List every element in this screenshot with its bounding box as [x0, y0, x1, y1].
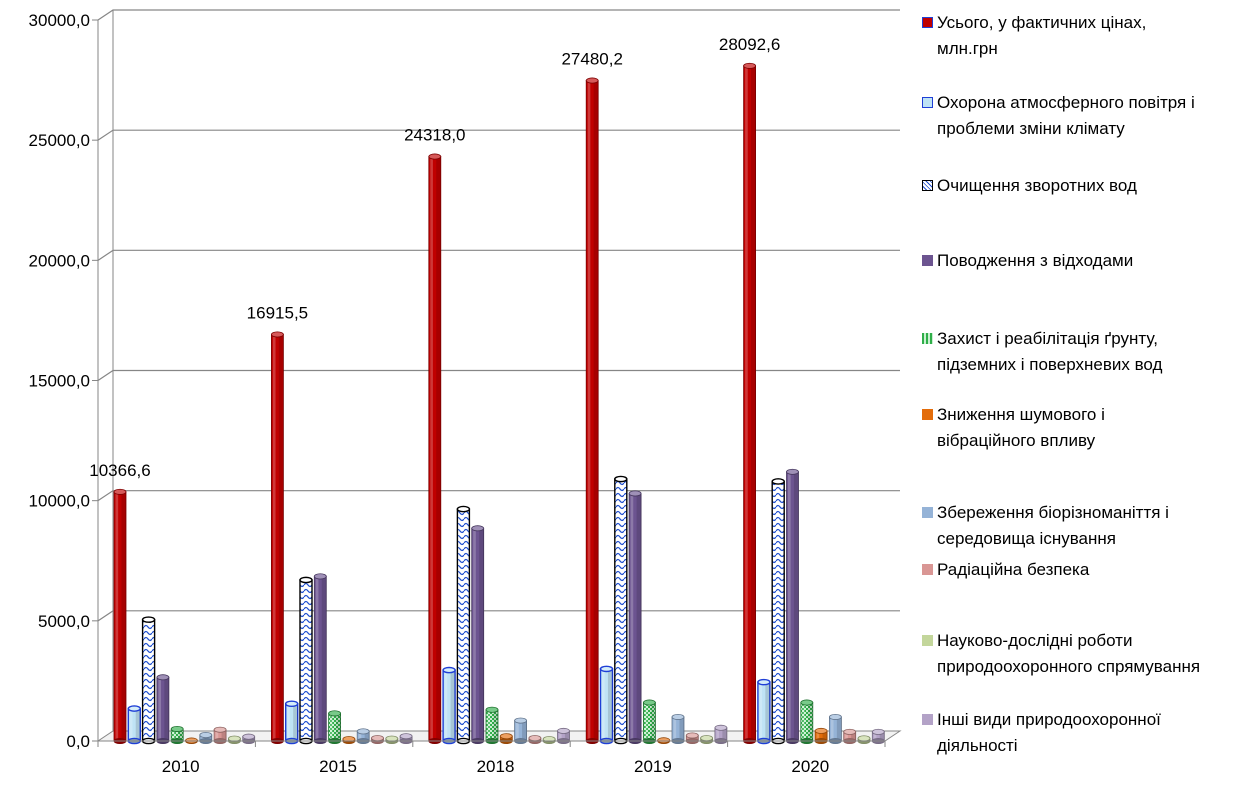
- legend-item: Радіаційна безпека: [922, 557, 1089, 583]
- legend-label: Поводження з відходами: [937, 248, 1133, 274]
- x-tick-label: 2020: [791, 757, 829, 776]
- bar: [829, 714, 841, 743]
- legend-item: Зниження шумового і вібраційного впливу: [922, 402, 1105, 454]
- gridline: [98, 10, 900, 20]
- data-label: 24318,0: [404, 126, 465, 145]
- y-tick-label: 20000,0: [29, 251, 90, 270]
- legend-swatch: [922, 564, 933, 575]
- gridline: [98, 250, 900, 260]
- legend-item: Науково-дослідні роботи природоохоронног…: [922, 628, 1200, 680]
- bar: [744, 63, 756, 743]
- bar: [787, 469, 799, 743]
- bar: [314, 574, 326, 744]
- bar: [300, 577, 312, 743]
- legend-swatch: [922, 17, 933, 28]
- legend-swatch: [922, 635, 933, 646]
- bar: [858, 736, 870, 744]
- y-tick-label: 0,0: [66, 732, 90, 751]
- data-label: 16915,5: [247, 303, 308, 322]
- bar: [343, 736, 355, 743]
- bar: [643, 700, 655, 744]
- legend-swatch: [922, 255, 933, 266]
- bar: [329, 711, 341, 744]
- bar: [271, 332, 283, 744]
- legend-item: Захист і реабілітація ґрунту, підземних …: [922, 326, 1162, 378]
- bar: [529, 736, 541, 744]
- legend-swatch: [922, 97, 933, 108]
- legend-item: Поводження з відходами: [922, 248, 1133, 274]
- bar: [701, 736, 713, 744]
- bar: [500, 734, 512, 744]
- bar: [472, 526, 484, 744]
- bar: [128, 706, 140, 744]
- data-label: 28092,6: [719, 35, 780, 54]
- bar: [801, 700, 813, 744]
- y-tick-label: 15000,0: [29, 372, 90, 391]
- legend-label: Охорона атмосферного повітря і проблеми …: [937, 90, 1195, 142]
- bar: [686, 733, 698, 744]
- data-label: 27480,2: [561, 50, 622, 69]
- legend-swatch: [922, 507, 933, 518]
- legend-swatch: [922, 333, 933, 344]
- legend-label: Науково-дослідні роботи природоохоронног…: [937, 628, 1200, 680]
- y-tick-label: 30000,0: [29, 11, 90, 30]
- gridline: [98, 130, 900, 140]
- data-label: 10366,6: [89, 461, 150, 480]
- legend-item: Охорона атмосферного повітря і проблеми …: [922, 90, 1195, 142]
- bar: [228, 736, 240, 744]
- bar: [515, 718, 527, 744]
- x-tick-label: 2015: [319, 757, 357, 776]
- bar: [457, 506, 469, 743]
- bar: [286, 701, 298, 743]
- y-tick-label: 25000,0: [29, 131, 90, 150]
- legend-swatch: [922, 714, 933, 725]
- x-tick-label: 2019: [634, 757, 672, 776]
- legend-label: Захист і реабілітація ґрунту, підземних …: [937, 326, 1162, 378]
- gridline: [98, 371, 900, 381]
- legend-item: Усього, у фактичних цінах, млн.грн: [922, 10, 1146, 62]
- bar: [443, 668, 455, 744]
- bar: [672, 714, 684, 743]
- bar: [601, 666, 613, 743]
- legend-label: Збереження біорізноманіття і середовища …: [937, 500, 1169, 552]
- bar: [629, 491, 641, 744]
- bar: [543, 736, 555, 743]
- bar: [386, 736, 398, 744]
- bar: [758, 680, 770, 744]
- legend-label: Інші види природоохоронної діяльності: [937, 707, 1161, 759]
- bar: [372, 736, 384, 744]
- legend-label: Усього, у фактичних цінах, млн.грн: [937, 10, 1146, 62]
- bar: [772, 479, 784, 744]
- legend-label: Радіаційна безпека: [937, 557, 1089, 583]
- legend-label: Зниження шумового і вібраційного впливу: [937, 402, 1105, 454]
- bar: [157, 675, 169, 744]
- x-tick-label: 2018: [477, 757, 515, 776]
- legend-swatch: [922, 409, 933, 420]
- bar: [429, 154, 441, 744]
- y-tick-label: 5000,0: [38, 612, 90, 631]
- legend-swatch: [922, 180, 933, 191]
- bar: [143, 617, 155, 744]
- legend-item: Інші види природоохоронної діяльності: [922, 707, 1161, 759]
- bar: [586, 78, 598, 744]
- bar: [615, 476, 627, 743]
- legend-label: Очищення зворотних вод: [937, 173, 1137, 199]
- legend-item: Очищення зворотних вод: [922, 173, 1137, 199]
- legend-item: Збереження біорізноманіття і середовища …: [922, 500, 1169, 552]
- bar: [200, 732, 212, 743]
- y-tick-label: 10000,0: [29, 492, 90, 511]
- bar: [400, 734, 412, 744]
- bar: [114, 489, 126, 743]
- bar: [243, 734, 255, 744]
- bar: [486, 707, 498, 743]
- x-tick-label: 2010: [162, 757, 200, 776]
